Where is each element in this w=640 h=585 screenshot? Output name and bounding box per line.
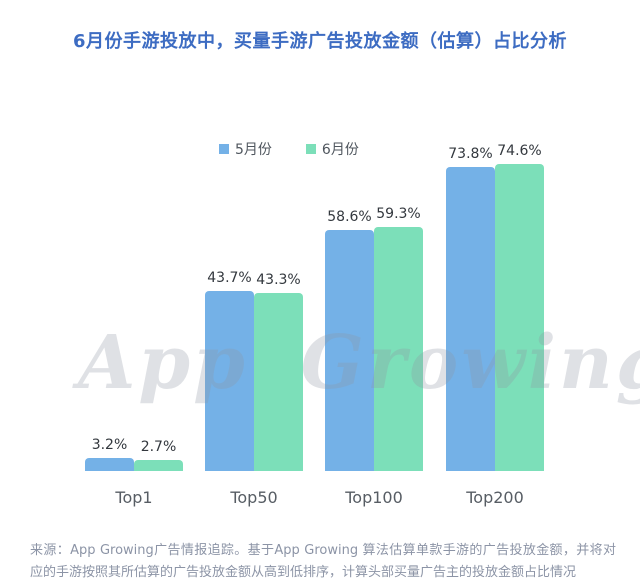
bar-value-label: 59.3%	[376, 206, 421, 222]
legend-swatch-icon	[305, 144, 316, 154]
bar-value-label: 58.6%	[327, 209, 372, 225]
bar-5月份-top100	[325, 230, 374, 471]
x-axis-label-top1: Top1	[115, 488, 153, 507]
legend-label: 5月份	[235, 142, 272, 158]
bar-column: 43.3%	[254, 272, 303, 471]
chart-title: 6月份手游投放中，买量手游广告投放金额（估算）占比分析	[72, 31, 568, 52]
bar-column: 58.6%	[325, 209, 374, 471]
x-axis: Top1 Top50 Top100 Top200	[0, 488, 640, 510]
legend-item-may: 5月份	[219, 139, 272, 159]
bar-column: 73.8%	[446, 146, 495, 471]
bar-value-label: 43.3%	[256, 272, 301, 288]
bar-6月份-top1	[134, 460, 183, 471]
legend-label: 6月份	[321, 142, 359, 158]
source-note: 来源：App Growing广告情报追踪。基于App Growing 算法估算单…	[30, 543, 616, 580]
x-axis-label-top50: Top50	[230, 488, 278, 507]
bar-value-label: 74.6%	[497, 143, 542, 159]
bar-group-top1: 3.2% 2.7%	[85, 126, 183, 471]
bar-column: 3.2%	[85, 437, 134, 471]
bar-column: 43.7%	[205, 270, 254, 471]
x-axis-label-top200: Top200	[466, 488, 524, 507]
bar-value-label: 3.2%	[91, 437, 128, 453]
bar-column: 2.7%	[134, 439, 183, 471]
bar-5月份-top1	[85, 458, 134, 471]
legend-item-june: 6月份	[305, 139, 359, 159]
bar-column: 59.3%	[374, 206, 423, 471]
bar-6月份-top100	[374, 227, 423, 471]
legend: 5月份 6月份	[219, 139, 359, 159]
bar-value-label: 2.7%	[140, 439, 177, 455]
bar-value-label: 73.8%	[448, 146, 493, 162]
bar-column: 74.6%	[495, 143, 544, 471]
bar-6月份-top200	[495, 164, 544, 471]
bar-6月份-top50	[254, 293, 303, 471]
plot-area: 3.2% 2.7% 43.7% 43.3% 58.6% 59.3% 73.8% 74.6%	[0, 126, 640, 471]
bar-5月份-top200	[446, 167, 495, 471]
legend-swatch-icon	[219, 144, 229, 154]
bar-group-top50: 43.7% 43.3%	[205, 126, 303, 471]
bar-group-top100: 58.6% 59.3%	[325, 126, 423, 471]
bar-group-top200: 73.8% 74.6%	[446, 126, 544, 471]
bar-value-label: 43.7%	[207, 270, 252, 286]
bar-5月份-top50	[205, 291, 254, 471]
x-axis-label-top100: Top100	[345, 488, 403, 507]
